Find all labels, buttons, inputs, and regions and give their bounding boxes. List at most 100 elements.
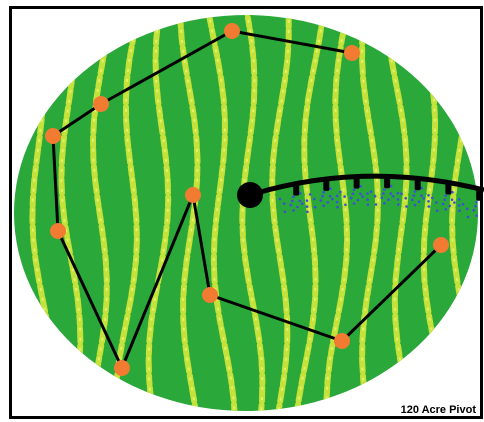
- spray-droplet: [335, 194, 339, 198]
- spray-droplet: [319, 199, 323, 202]
- spray-droplet: [391, 195, 395, 198]
- spray-droplet: [422, 197, 426, 200]
- route-points: [45, 23, 449, 376]
- crop-row-highlight: [205, 15, 236, 411]
- spray-droplet: [389, 192, 393, 195]
- spray-droplet: [278, 197, 282, 201]
- sprinkler-drop: [414, 178, 421, 191]
- spray-droplet: [374, 203, 378, 206]
- route-point: [433, 237, 449, 253]
- route-point: [114, 360, 130, 376]
- spray-droplet: [306, 210, 309, 214]
- spray-droplet: [444, 208, 448, 211]
- spray-droplet: [466, 215, 470, 219]
- spray-droplet: [369, 190, 373, 194]
- spray-droplet: [435, 201, 438, 204]
- route-path: [51, 29, 443, 370]
- spray-droplet: [336, 205, 339, 209]
- spray-pattern: [278, 184, 478, 219]
- sprinkler-drop: [445, 182, 452, 195]
- spray-droplet: [444, 194, 448, 197]
- spray-droplet: [427, 205, 431, 208]
- crop-row-highlight: [361, 15, 380, 411]
- spray-droplet: [383, 188, 386, 191]
- spray-droplet: [441, 202, 445, 206]
- spray-droplet: [292, 209, 295, 212]
- spray-droplet: [283, 210, 287, 214]
- spray-droplet: [458, 209, 461, 212]
- route-point: [344, 45, 360, 61]
- spray-droplet: [417, 200, 421, 203]
- spray-droplet: [289, 203, 293, 207]
- spray-droplet: [427, 194, 430, 197]
- spray-droplet: [427, 200, 430, 203]
- spray-droplet: [292, 195, 295, 199]
- spray-droplet: [450, 198, 454, 201]
- spray-droplet: [300, 202, 304, 205]
- spray-droplet: [322, 204, 326, 208]
- crop-row-highlight: [114, 15, 142, 411]
- route-point: [45, 128, 61, 144]
- spray-droplet: [400, 192, 403, 195]
- spray-droplet: [448, 204, 452, 208]
- field-circle: [14, 15, 478, 411]
- spray-droplet: [352, 202, 356, 205]
- sprinkler-drop: [384, 176, 391, 189]
- sprinkler-drop: [323, 179, 330, 191]
- crop-row-highlight: [147, 15, 170, 411]
- spray-droplet: [308, 193, 312, 196]
- spray-droplet: [282, 202, 286, 205]
- spray-droplet: [335, 200, 339, 204]
- crop-row-highlight: [271, 15, 290, 411]
- spray-droplet: [380, 196, 384, 200]
- spray-droplet: [322, 190, 326, 194]
- spray-droplet: [313, 205, 317, 209]
- spray-droplet: [430, 196, 434, 200]
- spray-droplet: [396, 192, 400, 195]
- spray-droplet: [475, 200, 478, 204]
- spray-droplet: [366, 203, 370, 207]
- spray-droplet: [359, 192, 362, 196]
- spray-droplet: [305, 199, 309, 202]
- route-point: [185, 187, 201, 203]
- spray-droplet: [387, 198, 390, 201]
- spray-droplet: [457, 198, 461, 201]
- spray-droplet: [344, 203, 347, 207]
- spray-droplet: [383, 201, 386, 205]
- spray-droplet: [356, 198, 360, 202]
- sprinkler-drop: [476, 188, 483, 201]
- spray-droplet: [453, 201, 456, 204]
- spray-droplet: [331, 197, 334, 201]
- crop-row-highlight: [295, 15, 326, 411]
- spray-droplet: [396, 198, 400, 201]
- spray-droplet: [465, 207, 469, 211]
- pivot-center-point: [237, 182, 263, 208]
- sprinkler-drops: [293, 176, 483, 201]
- spray-droplet: [305, 205, 309, 208]
- spray-droplet: [420, 186, 424, 190]
- spray-droplet: [339, 190, 342, 194]
- spray-droplet: [472, 209, 476, 212]
- spray-droplet: [457, 204, 461, 207]
- sprinkler-drop: [293, 183, 300, 196]
- spray-droplet: [412, 194, 416, 197]
- spray-droplet: [352, 188, 356, 191]
- spray-droplet: [405, 205, 408, 208]
- crop-row-highlight: [241, 15, 264, 411]
- spray-droplet: [411, 198, 414, 202]
- route-point: [50, 223, 66, 239]
- spray-droplet: [343, 195, 346, 198]
- spray-droplet: [397, 203, 400, 206]
- spray-droplet: [389, 184, 393, 188]
- pivot-arm: [249, 173, 484, 198]
- spray-droplet: [382, 192, 385, 195]
- crop-row-highlight: [88, 15, 112, 411]
- spray-droplet: [475, 214, 478, 217]
- spray-droplet: [474, 204, 477, 208]
- spray-droplet: [373, 195, 377, 198]
- route-point: [202, 287, 218, 303]
- spray-droplet: [404, 197, 408, 200]
- spray-droplet: [328, 194, 332, 198]
- spray-droplet: [298, 192, 302, 195]
- route-point: [93, 96, 109, 112]
